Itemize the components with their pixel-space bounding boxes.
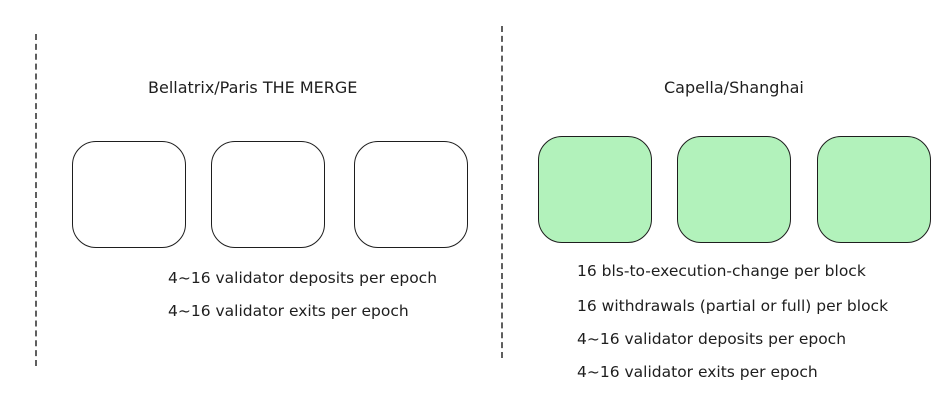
- capella-withdrawals-text: 16 withdrawals (partial or full) per blo…: [577, 297, 889, 315]
- block-box: [211, 141, 325, 248]
- capella-exits-text: 4~16 validator exits per epoch: [577, 363, 818, 381]
- capella-deposits-text: 4~16 validator deposits per epoch: [577, 330, 847, 348]
- capella-bls-change-text: 16 bls-to-execution-change per block: [577, 262, 866, 280]
- block-box: [354, 141, 468, 248]
- middle-divider: [501, 26, 503, 358]
- left-divider: [35, 34, 37, 366]
- block-box: [538, 136, 652, 243]
- bellatrix-exits-text: 4~16 validator exits per epoch: [168, 302, 409, 320]
- block-box: [817, 136, 931, 243]
- bellatrix-deposits-text: 4~16 validator deposits per epoch: [168, 269, 438, 287]
- block-box: [677, 136, 791, 243]
- section-title-bellatrix: Bellatrix/Paris THE MERGE: [148, 78, 358, 97]
- block-box: [72, 141, 186, 248]
- section-title-capella: Capella/Shanghai: [664, 78, 804, 97]
